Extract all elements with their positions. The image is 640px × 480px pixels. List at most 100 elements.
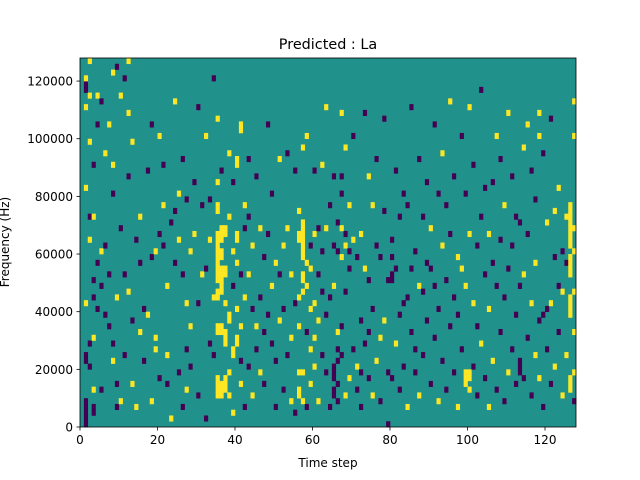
heatmap-cell	[436, 305, 441, 312]
heatmap-cell	[126, 288, 131, 295]
heatmap-cell	[87, 92, 92, 99]
heatmap-cell	[223, 386, 228, 393]
heatmap-cell	[103, 242, 108, 249]
heatmap-cell	[126, 173, 131, 180]
heatmap-cell	[502, 202, 507, 209]
heatmap-cell	[568, 202, 573, 209]
heatmap-cell	[517, 357, 523, 364]
heatmap-cell	[95, 305, 100, 312]
heatmap-cell	[215, 392, 220, 399]
heatmap-cell	[459, 346, 464, 353]
heatmap-cell	[231, 352, 236, 359]
heatmap-cell	[130, 380, 135, 387]
heatmap-cell	[572, 225, 577, 232]
heatmap-cell	[339, 352, 344, 359]
heatmap-cell	[107, 271, 112, 278]
heatmap-cell	[219, 282, 224, 289]
heatmap-cell	[397, 311, 402, 318]
heatmap-cell	[347, 248, 352, 255]
heatmap-cell	[312, 363, 317, 370]
heatmap-cell	[114, 63, 120, 70]
heatmap-cell	[347, 202, 352, 209]
heatmap-cell	[235, 236, 240, 243]
y-axis-label: Frequency (Hz)	[0, 197, 12, 288]
heatmap-cell	[223, 380, 228, 387]
heatmap-cell	[378, 254, 383, 261]
heatmap-cell	[138, 328, 143, 336]
heatmap-cell	[250, 242, 255, 249]
heatmap-cell	[366, 328, 371, 336]
heatmap-cell	[262, 254, 267, 261]
heatmap-cell	[517, 369, 523, 376]
heatmap-cell	[83, 421, 89, 428]
heatmap-cell	[409, 328, 414, 336]
heatmap-cell	[215, 277, 220, 284]
heatmap-cell	[83, 75, 89, 82]
heatmap-cell	[122, 352, 127, 359]
heatmap-cell	[324, 369, 329, 376]
heatmap-cell	[91, 294, 96, 301]
heatmap-cell	[494, 386, 499, 393]
heatmap-cell	[444, 202, 449, 209]
heatmap-cell	[517, 282, 523, 289]
heatmap-cell	[83, 300, 89, 307]
heatmap-cell	[471, 161, 476, 168]
heatmap-cell	[300, 225, 306, 232]
heatmap-cell	[541, 311, 546, 318]
heatmap-cell	[537, 132, 542, 140]
heatmap-cell	[277, 317, 282, 324]
heatmap-cell	[281, 305, 286, 312]
heatmap-cell	[393, 340, 399, 347]
heatmap-cell	[227, 369, 232, 376]
heatmap-cell	[242, 202, 247, 209]
heatmap-cell	[494, 282, 499, 289]
heatmap-cell	[339, 323, 344, 330]
heatmap-cell	[254, 323, 259, 330]
heatmap-cell	[506, 369, 511, 376]
heatmap-cell	[382, 317, 387, 324]
heatmap-cell	[219, 236, 224, 243]
heatmap-cell	[246, 271, 251, 278]
heatmap-cell	[533, 352, 538, 359]
heatmap-cell	[556, 184, 561, 191]
heatmap-cell	[568, 300, 573, 307]
heatmap-cell	[448, 98, 453, 105]
heatmap-cell	[269, 282, 275, 289]
heatmap-cell	[215, 294, 220, 301]
heatmap-cell	[223, 300, 228, 307]
heatmap-cell	[335, 328, 340, 336]
heatmap-cell	[235, 156, 240, 163]
heatmap-cell	[300, 277, 306, 284]
heatmap-cell	[91, 334, 96, 341]
heatmap-cell	[300, 271, 306, 278]
heatmap-cell	[502, 294, 507, 301]
heatmap-cell	[339, 109, 344, 116]
heatmap-cell	[227, 392, 232, 399]
heatmap-cell	[541, 403, 546, 411]
heatmap-cell	[568, 386, 573, 393]
heatmap-cell	[285, 352, 290, 359]
heatmap-cell	[339, 225, 344, 232]
heatmap-cell	[246, 213, 251, 220]
heatmap-cell	[215, 115, 220, 122]
heatmap-cell	[572, 328, 577, 336]
heatmap-cell	[343, 230, 348, 238]
heatmap-cell	[223, 225, 228, 232]
heatmap-cell	[366, 173, 371, 180]
x-axis-label: Time step	[297, 456, 357, 470]
heatmap-cell	[238, 323, 244, 330]
heatmap-cell	[300, 254, 306, 261]
heatmap-cell	[490, 179, 495, 186]
heatmap-cell	[188, 363, 193, 370]
heatmap-cell	[83, 184, 89, 191]
heatmap-cell	[300, 144, 306, 151]
heatmap-cell	[483, 184, 488, 191]
heatmap-cell	[413, 346, 418, 353]
heatmap-cell	[343, 144, 348, 151]
heatmap-cell	[262, 380, 267, 387]
heatmap-cell	[273, 357, 278, 364]
heatmap-cell	[142, 305, 147, 312]
heatmap-cell	[444, 386, 449, 393]
heatmap-cell	[231, 179, 236, 186]
